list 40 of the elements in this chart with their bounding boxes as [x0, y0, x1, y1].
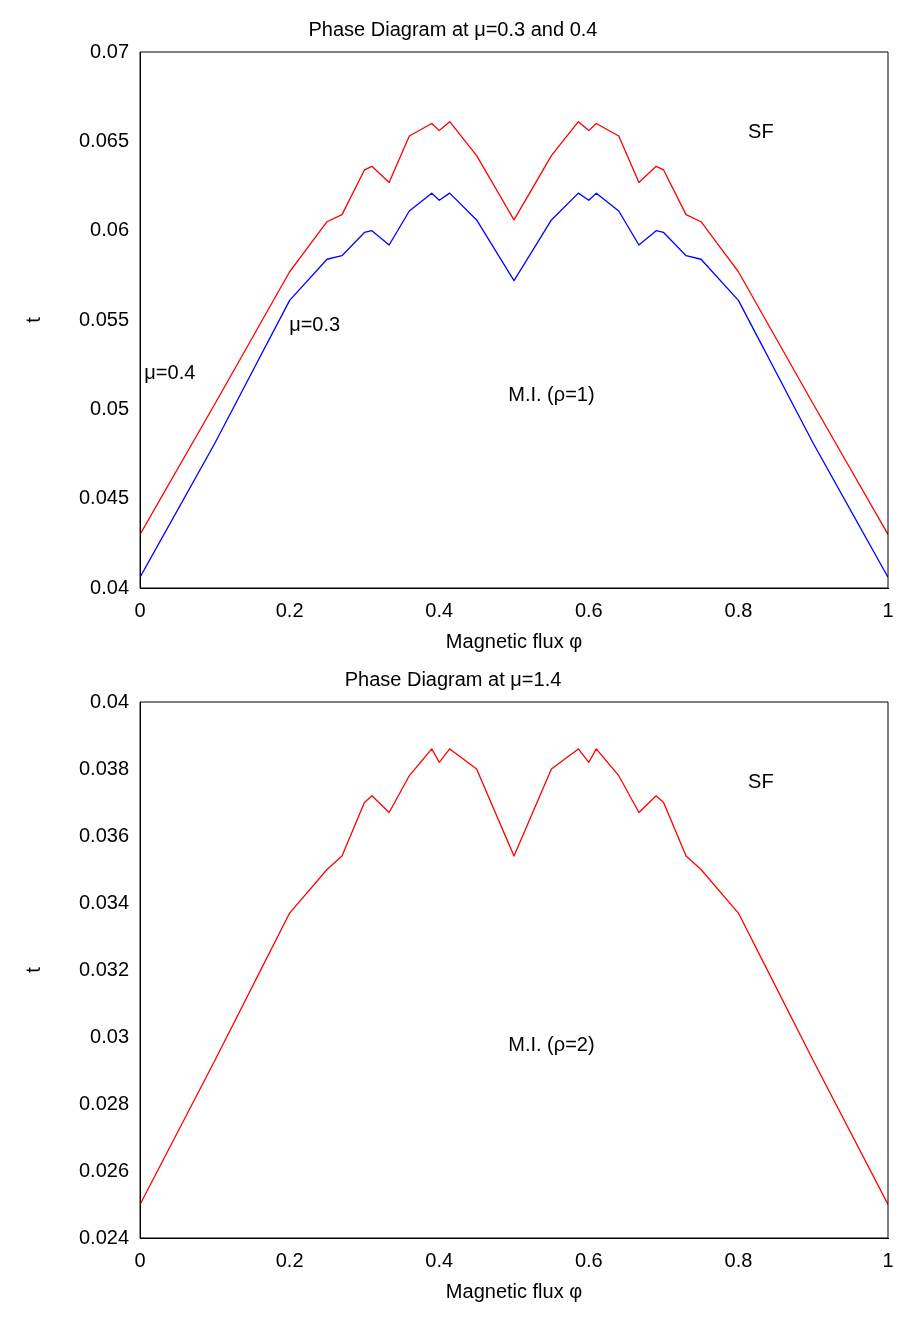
annotation: SF [748, 119, 774, 142]
y-tick-label: 0.065 [78, 128, 130, 151]
y-tick-label: 0.034 [78, 890, 130, 913]
x-axis-title: Magnetic flux φ [445, 629, 583, 652]
series-label: μ=0.4 [144, 361, 196, 384]
x-tick-label: 0 [134, 598, 146, 621]
y-axis-title: t [21, 966, 44, 973]
x-tick-label: 0.8 [724, 598, 753, 621]
y-tick-label: 0.03 [90, 1024, 130, 1047]
y-tick-label: 0.038 [78, 756, 130, 779]
y-tick-label: 0.026 [78, 1158, 130, 1181]
x-tick-label: 0.6 [574, 598, 603, 621]
x-tick-label: 1 [882, 598, 894, 621]
y-tick-label: 0.04 [90, 575, 130, 598]
y-tick-label: 0.045 [78, 486, 130, 509]
y-tick-label: 0.032 [78, 957, 130, 980]
x-tick-label: 1 [882, 1248, 894, 1271]
y-axis-title: t [21, 316, 44, 323]
x-axis-title: Magnetic flux φ [445, 1279, 583, 1302]
x-tick-label: 0.8 [724, 1248, 753, 1271]
y-tick-label: 0.06 [90, 218, 130, 241]
annotation: M.I. (ρ=1) [508, 382, 595, 405]
y-tick-label: 0.036 [78, 823, 130, 846]
chart-title: Phase Diagram at μ=0.3 and 0.4 [308, 17, 598, 40]
x-tick-label: 0.6 [574, 1248, 603, 1271]
y-tick-label: 0.028 [78, 1091, 130, 1114]
chart-title: Phase Diagram at μ=1.4 [344, 667, 562, 690]
x-tick-label: 0.4 [425, 1248, 454, 1271]
y-tick-label: 0.07 [90, 39, 130, 62]
series-label: μ=0.3 [289, 312, 341, 335]
x-tick-label: 0 [134, 1248, 146, 1271]
y-tick-label: 0.024 [78, 1225, 130, 1248]
y-tick-label: 0.04 [90, 689, 130, 712]
annotation: SF [748, 769, 774, 792]
y-tick-label: 0.05 [90, 396, 130, 419]
x-tick-label: 0.4 [425, 598, 454, 621]
x-tick-label: 0.2 [275, 598, 304, 621]
annotation: M.I. (ρ=2) [508, 1032, 595, 1055]
x-tick-label: 0.2 [275, 1248, 304, 1271]
y-tick-label: 0.055 [78, 307, 130, 330]
